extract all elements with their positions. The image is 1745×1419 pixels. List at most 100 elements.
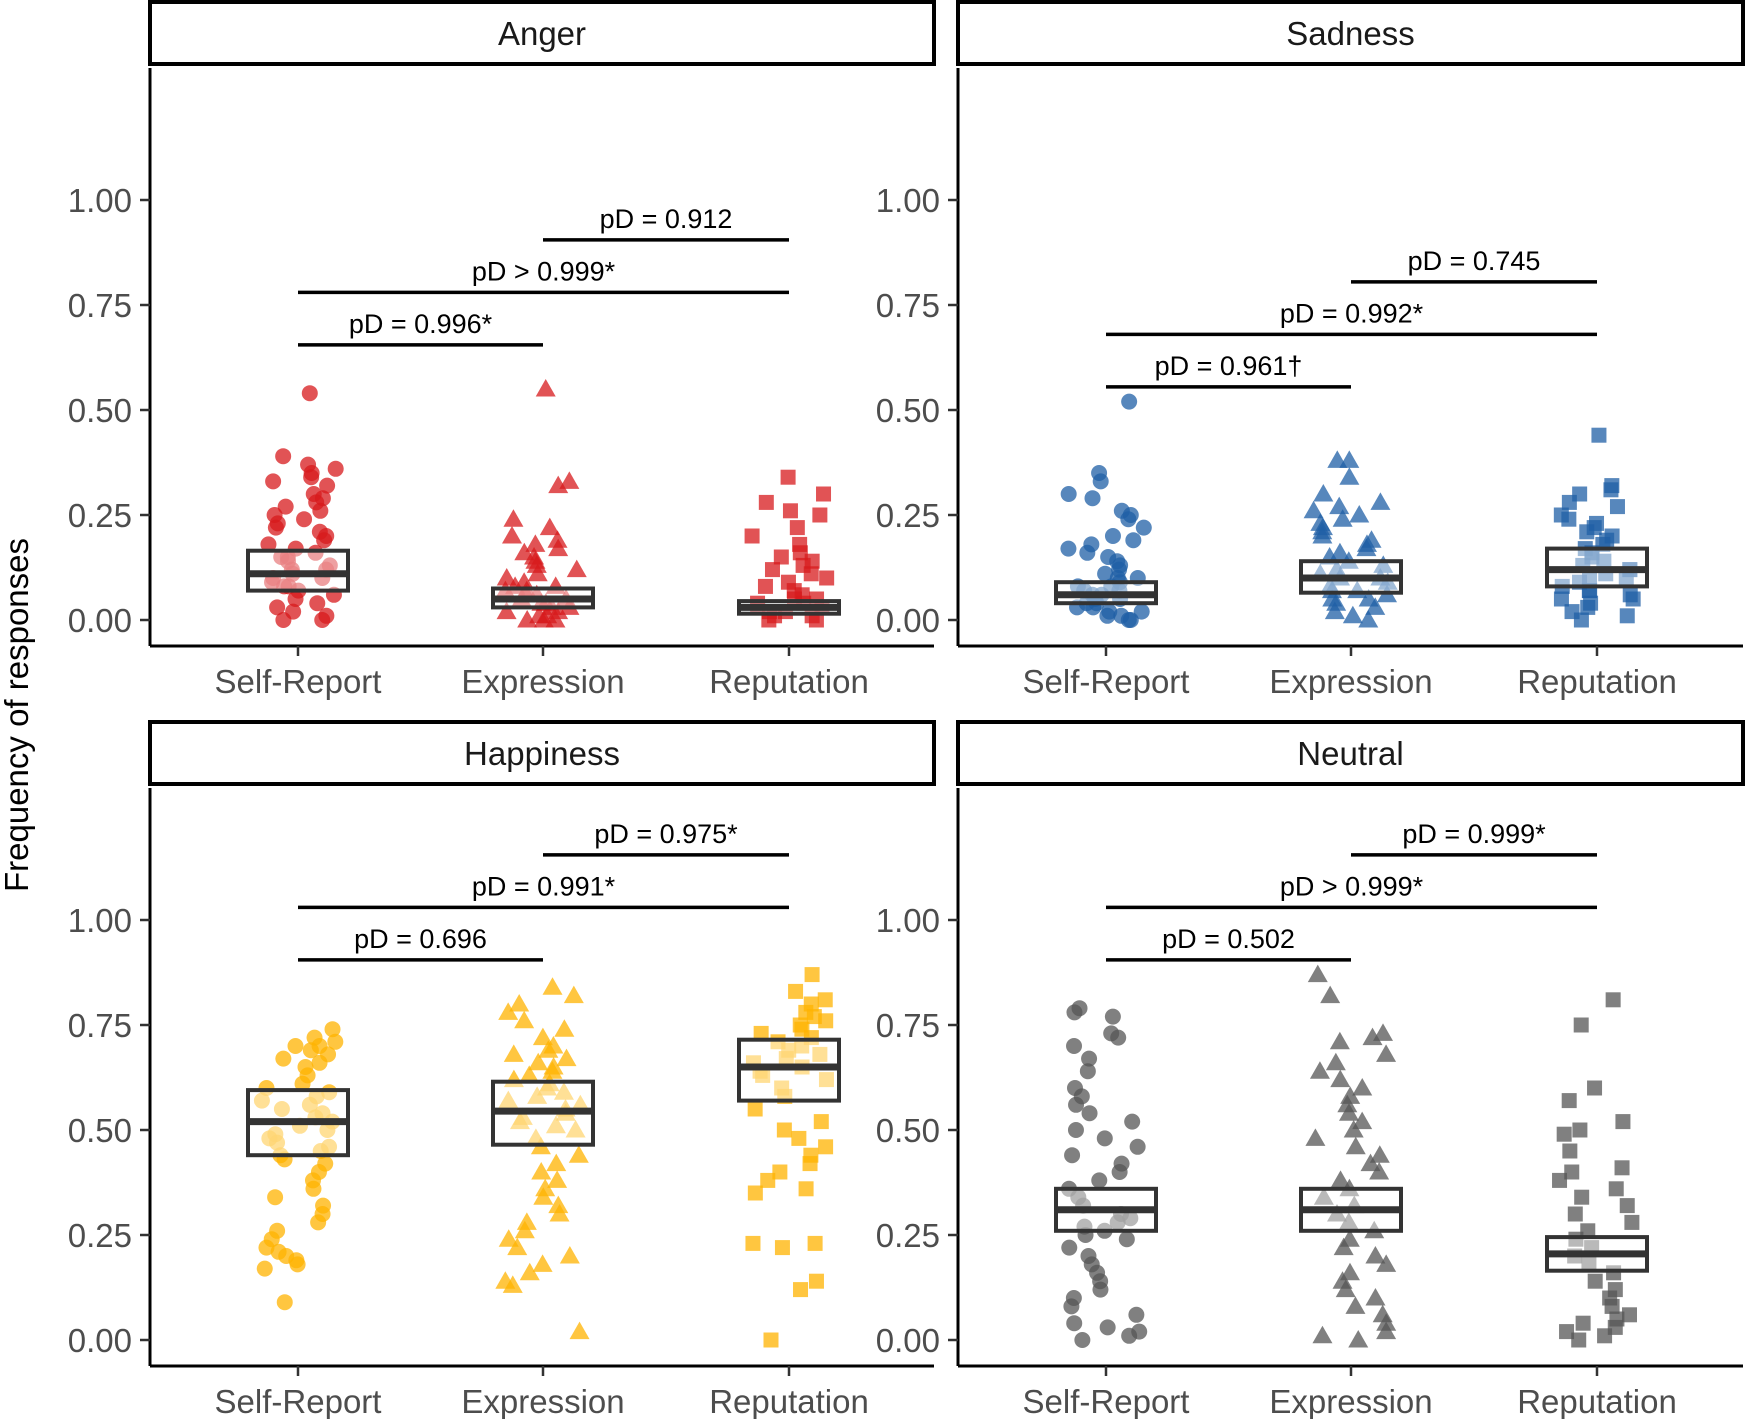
data-point-triangle <box>519 1065 540 1083</box>
data-point-square <box>1605 992 1621 1008</box>
data-point-triangle <box>1376 1044 1397 1062</box>
y-tick-label: 0.75 <box>68 287 132 324</box>
data-point-square <box>1596 553 1612 569</box>
data-point-circle <box>253 1092 270 1109</box>
comparison-label: pD = 0.745 <box>1408 246 1541 276</box>
x-tick-label: Self-Report <box>1023 1383 1190 1419</box>
data-point-triangle <box>1324 601 1345 620</box>
data-point-triangle <box>514 1010 535 1029</box>
data-point-triangle <box>1339 467 1360 485</box>
data-point-circle <box>1079 1063 1096 1080</box>
data-point-circle <box>1079 544 1096 561</box>
data-point-circle <box>1121 1327 1138 1344</box>
data-point-square <box>1572 1122 1588 1138</box>
y-tick-label: 0.25 <box>68 1217 132 1254</box>
strip-box <box>148 720 936 786</box>
data-point-circle <box>1133 603 1150 620</box>
data-point-triangle <box>1312 526 1333 544</box>
data-point-circle <box>1060 540 1077 557</box>
data-point-circle <box>277 498 294 515</box>
data-point-triangle <box>496 601 517 620</box>
data-point-circle <box>319 1122 336 1138</box>
data-point-triangle <box>1376 1321 1397 1340</box>
data-point-triangle <box>525 534 546 552</box>
data-point-square <box>761 612 777 628</box>
panel-title: Happiness <box>464 735 620 772</box>
data-point-circle <box>269 1134 286 1151</box>
data-point-square <box>793 1282 809 1298</box>
data-point-circle <box>1104 528 1121 544</box>
data-point-circle <box>1097 565 1114 582</box>
data-point-triangle <box>1326 593 1347 611</box>
data-point-circle <box>316 532 333 549</box>
data-point-triangle <box>1329 1031 1350 1050</box>
data-point-square <box>818 1072 834 1088</box>
data-point-square <box>1615 1114 1631 1130</box>
comparison-label: pD = 0.996* <box>349 309 493 339</box>
y-tick-label: 0.00 <box>68 602 132 639</box>
comparison-label: pD = 0.696 <box>354 924 487 954</box>
data-point-triangle <box>532 1027 553 1046</box>
data-point-square <box>1564 1164 1580 1180</box>
data-point-square <box>1556 1126 1572 1142</box>
data-point-square <box>1597 1328 1613 1344</box>
data-point-square <box>744 528 760 544</box>
data-point-triangle <box>535 379 556 397</box>
data-point-square <box>1580 599 1596 615</box>
y-tick-label: 1.00 <box>876 182 940 219</box>
data-point-square <box>806 1009 822 1025</box>
data-point-circle <box>314 612 331 628</box>
data-point-circle <box>1110 1029 1127 1046</box>
comparison-label: pD > 0.999* <box>1280 871 1424 901</box>
data-point-triangle <box>546 1153 567 1172</box>
data-point-triangle <box>514 1220 535 1239</box>
data-point-triangle <box>1343 1120 1364 1138</box>
data-point-triangle <box>527 563 548 582</box>
data-point-circle <box>1124 1113 1141 1130</box>
data-point-triangle <box>1337 1094 1358 1113</box>
data-point-triangle <box>519 1262 540 1281</box>
data-point-triangle <box>1370 492 1391 510</box>
data-point-square <box>763 1332 779 1348</box>
panel-neutral: Neutral 0.00 0.25 0.50 0.75 1.00 Self-Report Ex… <box>876 720 1745 1419</box>
data-point-circle <box>1066 1315 1083 1332</box>
data-point-square <box>1608 1181 1624 1197</box>
data-point-triangle <box>1313 1187 1334 1205</box>
data-point-triangle <box>1332 509 1353 527</box>
data-point-circle <box>294 1075 311 1092</box>
data-point-square <box>1604 1298 1620 1314</box>
data-point-circle <box>1120 612 1137 628</box>
data-point-triangle <box>1307 964 1328 983</box>
y-tick-label: 0.50 <box>876 1112 940 1149</box>
data-point-circle <box>1063 1298 1080 1315</box>
data-point-square <box>778 1051 794 1067</box>
data-point-triangle <box>536 1078 557 1096</box>
data-point-triangle <box>503 1044 524 1062</box>
y-tick-label: 1.00 <box>68 902 132 939</box>
data-point-triangle <box>547 530 568 548</box>
x-tick-label: Expression <box>1269 663 1432 700</box>
data-point-circle <box>1135 519 1152 536</box>
data-point-circle <box>1122 1210 1139 1227</box>
data-point-circle <box>1068 1096 1085 1113</box>
data-point-square <box>1609 499 1625 515</box>
data-point-circle <box>1064 1147 1081 1164</box>
data-point-square <box>792 545 808 561</box>
data-point-square <box>776 1122 792 1138</box>
data-point-circle <box>1061 1239 1078 1256</box>
data-point-triangle <box>502 1275 523 1293</box>
data-point-square <box>1559 1324 1575 1340</box>
data-point-triangle <box>1362 1027 1383 1046</box>
data-point-circle <box>1060 486 1077 502</box>
data-point-circle <box>319 477 336 494</box>
data-point-square <box>745 1235 761 1251</box>
data-point-circle <box>303 469 320 486</box>
data-point-triangle <box>1312 1325 1333 1344</box>
data-point-square <box>1587 1273 1603 1289</box>
y-tick-label: 1.00 <box>876 902 940 939</box>
y-tick-label: 0.75 <box>876 1007 940 1044</box>
y-tick-label: 0.75 <box>876 287 940 324</box>
data-point-triangle <box>1373 1023 1394 1041</box>
data-point-circle <box>1104 1008 1121 1025</box>
